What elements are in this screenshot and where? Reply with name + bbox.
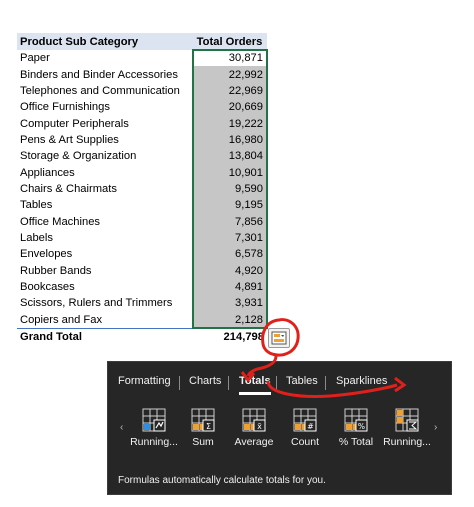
running-total-rows-button[interactable]: Running... — [127, 408, 181, 448]
total-orders-cell[interactable]: 9,195 — [192, 197, 267, 214]
quick-analysis-icon — [271, 331, 287, 345]
tab-separator — [179, 376, 180, 390]
table-row: Computer Peripherals 19,222 — [17, 115, 267, 132]
average-button[interactable]: x̄ Average — [227, 408, 281, 448]
table-row: Copiers and Fax 2,128 — [17, 311, 267, 328]
category-cell[interactable]: Telephones and Communication — [20, 84, 180, 97]
count-button[interactable]: # Count — [278, 408, 332, 448]
quick-analysis-description: Formulas automatically calculate totals … — [118, 475, 326, 486]
table-row: Labels 7,301 — [17, 229, 267, 247]
tab-formatting[interactable]: Formatting — [118, 375, 171, 387]
table-row: Rubber Bands 4,920 — [17, 262, 267, 279]
table-row: Bookcases 4,891 — [17, 278, 267, 296]
svg-text:Σ: Σ — [206, 422, 211, 431]
total-orders-cell[interactable]: 13,804 — [192, 148, 267, 165]
total-orders-cell[interactable]: 10,901 — [192, 164, 267, 181]
category-cell[interactable]: Binders and Binder Accessories — [20, 68, 178, 81]
quick-analysis-button[interactable] — [268, 328, 290, 348]
category-cell[interactable]: Storage & Organization — [20, 150, 137, 163]
svg-text:%: % — [358, 422, 365, 431]
total-orders-cell[interactable]: 9,590 — [192, 180, 267, 198]
percent-total-button[interactable]: % % Total — [329, 408, 383, 448]
total-orders-cell[interactable]: 22,992 — [192, 66, 267, 83]
svg-text:x̄: x̄ — [257, 422, 262, 431]
table-row: Chairs & Chairmats 9,590 — [17, 180, 267, 198]
sum-button[interactable]: Σ Sum — [176, 408, 230, 448]
quick-analysis-tabs: Formatting Charts Totals Tables Sparklin… — [108, 373, 451, 395]
tab-separator — [325, 376, 326, 390]
table-row: Paper 30,871 — [17, 50, 267, 67]
percent-total-label: % Total — [338, 436, 374, 448]
category-cell[interactable]: Appliances — [20, 166, 75, 179]
tab-separator — [228, 376, 229, 390]
svg-text:#: # — [307, 422, 314, 431]
quick-analysis-panel: Formatting Charts Totals Tables Sparklin… — [107, 361, 452, 495]
tab-separator — [276, 376, 277, 390]
total-orders-cell[interactable]: 2,128 — [192, 311, 267, 328]
table-row: Office Furnishings 20,669 — [17, 99, 267, 116]
total-orders-cell[interactable]: 7,856 — [192, 213, 267, 230]
running-total-columns-button[interactable]: Running... — [380, 408, 434, 448]
category-cell[interactable]: Copiers and Fax — [20, 313, 103, 326]
tab-charts[interactable]: Charts — [189, 375, 222, 387]
table-row: Appliances 10,901 — [17, 164, 267, 181]
total-orders-cell[interactable]: 30,871 — [192, 50, 267, 67]
tab-tables[interactable]: Tables — [286, 375, 318, 387]
category-cell[interactable]: Chairs & Chairmats — [20, 182, 117, 195]
tab-sparklines[interactable]: Sparklines — [336, 375, 388, 387]
category-cell[interactable]: Office Machines — [20, 215, 101, 228]
grand-total-value[interactable]: 214,798 — [223, 330, 264, 343]
average-label: Average — [234, 436, 274, 448]
average-icon: x̄ — [242, 408, 266, 432]
category-cell[interactable]: Computer Peripherals — [20, 117, 129, 130]
scroll-left-icon[interactable]: ‹ — [120, 422, 124, 433]
count-label: Count — [290, 436, 320, 448]
header-total-orders[interactable]: Total Orders — [196, 35, 263, 48]
category-cell[interactable]: Labels — [20, 231, 53, 244]
category-cell[interactable]: Office Furnishings — [20, 101, 110, 114]
header-product-sub-category[interactable]: Product Sub Category — [20, 35, 139, 48]
scroll-right-icon[interactable]: › — [434, 422, 438, 433]
table-row: Telephones and Communication 22,969 — [17, 82, 267, 100]
category-cell[interactable]: Tables — [20, 199, 53, 212]
table-row: Office Machines 7,856 — [17, 213, 267, 230]
percent-total-icon: % — [344, 408, 368, 432]
total-orders-cell[interactable]: 19,222 — [192, 115, 267, 132]
table-row: Envelopes 6,578 — [17, 246, 267, 263]
total-orders-cell[interactable]: 22,969 — [192, 82, 267, 100]
table-row: Scissors, Rulers and Trimmers 3,931 — [17, 295, 267, 312]
running-total-rows-label: Running... — [130, 436, 178, 448]
total-orders-cell[interactable]: 7,301 — [192, 229, 267, 247]
count-icon: # — [293, 408, 317, 432]
total-orders-cell[interactable]: 4,920 — [192, 262, 267, 279]
running-total-rows-icon — [142, 408, 166, 432]
grand-total-label[interactable]: Grand Total — [20, 330, 82, 343]
category-cell[interactable]: Scissors, Rulers and Trimmers — [20, 297, 173, 310]
sum-icon: Σ — [191, 408, 215, 432]
table-header-row: Product Sub Category Total Orders — [17, 33, 267, 50]
tab-totals[interactable]: Totals — [239, 373, 271, 395]
category-cell[interactable]: Bookcases — [20, 280, 75, 293]
total-orders-cell[interactable]: 16,980 — [192, 131, 267, 149]
total-orders-cell[interactable]: 3,931 — [192, 295, 267, 312]
pivot-table: Product Sub Category Total Orders Paper 3… — [17, 33, 268, 345]
running-total-columns-label: Running... — [383, 436, 431, 448]
running-total-columns-icon — [395, 408, 419, 432]
table-row: Storage & Organization 13,804 — [17, 148, 267, 165]
table-row: Pens & Art Supplies 16,980 — [17, 131, 267, 149]
category-cell[interactable]: Rubber Bands — [20, 264, 92, 277]
totals-options: Running... Σ Sum x̄ Average — [108, 408, 451, 453]
sum-label: Sum — [192, 436, 214, 448]
category-cell[interactable]: Envelopes — [20, 248, 73, 261]
total-orders-cell[interactable]: 6,578 — [192, 246, 267, 263]
table-row: Tables 9,195 — [17, 197, 267, 214]
category-cell[interactable]: Paper — [20, 52, 50, 65]
grand-total-row: Grand Total 214,798 — [17, 327, 267, 345]
total-orders-cell[interactable]: 4,891 — [192, 278, 267, 296]
table-row: Binders and Binder Accessories 22,992 — [17, 66, 267, 83]
total-orders-cell[interactable]: 20,669 — [192, 99, 267, 116]
category-cell[interactable]: Pens & Art Supplies — [20, 133, 119, 146]
